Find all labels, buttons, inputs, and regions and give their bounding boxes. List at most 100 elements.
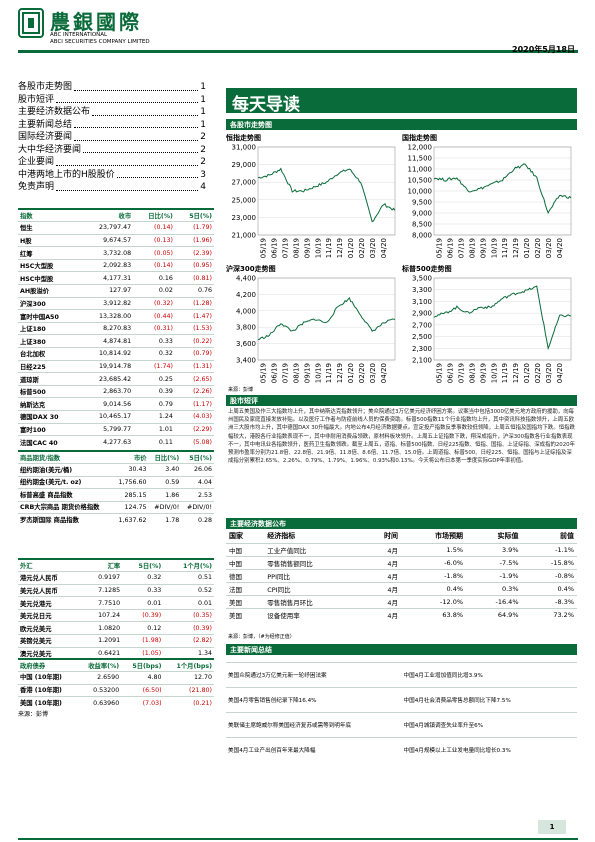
header-cell: 政府债券 [18,658,77,672]
toc-leader [56,157,199,166]
news-item[interactable]: 美国4月工业产出创百年来最大降幅 [226,737,402,763]
toc-item[interactable]: 国际经济要闻 2 [18,132,206,145]
x-tick-label: 06/19 [270,363,278,383]
table-cell: 26.06 [181,463,214,477]
table-cell: 107.24 [82,608,123,622]
table-cell: 285.15 [112,488,149,502]
table-cell: (2.82) [163,634,214,648]
table-cell: 4.80 [121,671,164,685]
table-cell: 0.4% [401,581,467,595]
table-cell: (1.28) [174,296,214,310]
y-tick-label: 21,000 [232,232,257,240]
table-cell: 法国 [226,581,265,595]
table-cell: -12.0% [401,594,467,608]
toc-item[interactable]: 股市短评 1 [18,95,206,107]
toc-item[interactable]: 中港两地上市的H股股价 3 [18,170,206,182]
header-cell: 指数 [18,208,81,222]
x-tick-label: 09/19 [303,363,311,383]
table-cell: 标普高盛 商品指数 [18,488,113,502]
table-cell: 0.11 [133,435,175,449]
table-cell: 127.97 [80,284,134,298]
news-item[interactable]: 中国4月城镇调查失业率升至6% [401,712,577,738]
table-row: 美元兑人民币 7.1285 0.33 0.52 [18,583,214,597]
toc-item[interactable]: 主要经济数据公布 1 [18,107,206,120]
table-cell: (0.31) [133,321,175,335]
toc-leader [116,170,199,178]
toc-leader [56,182,199,191]
table-cell: 0.33 [133,334,175,348]
series-line [257,167,396,223]
toc-item[interactable]: 大中华经济要闻 2 [18,145,206,157]
news-item[interactable]: 美联储主席鲍威尔称美国经济复苏或需等到明年底 [226,712,402,738]
section-econ-data: 主要经济数据公布 [226,518,577,529]
table-cell: 1,756.60 [112,475,149,489]
chart-title: 标普500走势图 [402,265,452,273]
news-item[interactable]: 中国4月规模以上工业发电量同比增长0.3% [401,737,577,763]
x-tick-label: 09/19 [303,238,311,258]
news-item[interactable]: 美国4月零售销售创纪录下降16.4% [226,687,402,713]
chart-title: 国指走势图 [402,134,437,142]
x-tick-label: 08/19 [468,238,476,258]
table-cell: (0.79) [174,347,214,361]
table-cell: 4,874.81 [80,334,134,348]
table-row: 德国 PPI同比 4月 -1.8% -1.9% -0.8% [226,568,577,582]
x-tick-label: 02/20 [358,238,366,258]
table-row: 富时100 5,799.77 1.01 (2.29) [18,422,214,436]
toc-page: 4 [200,182,206,192]
x-tick-label: 06/19 [446,238,454,258]
table-row: 中国 工业产值同比 4月 1.5% 3.9% -1.1% [226,542,577,556]
x-tick-label: 11/19 [501,363,509,383]
chart-source-note: 来源：彭博 [228,387,254,393]
table-cell: 0.01 [122,596,164,610]
plot-frame [257,146,396,236]
header-cell: 经济指标 [267,532,296,541]
news-row: 美联储主席鲍威尔称美国经济复苏或需等到明年底 中国4月城镇调查失业率升至6% [226,712,577,738]
table-cell: 欧元兑美元 [18,621,83,635]
y-tick-label: 2,700 [412,321,432,329]
table-cell: (5.08) [174,435,214,449]
table-row: 美元兑日元 107.24 (0.39) (0.35) [18,608,214,622]
company-logo: 農銀國際 ABC INTERNATIONAL ABCI SECURITIES C… [18,6,268,46]
table-cell: 0.33 [122,583,164,597]
table-row: 富时中国A50 13,328.00 (0.44) (1.47) [18,309,214,323]
table-row: 纳斯达克 9,014.56 0.79 (1.17) [18,397,214,411]
table-cell: (7.03) [121,696,164,710]
table-cell: (1.74) [133,359,175,373]
table-row: 标普高盛 商品指数 285.15 1.86 2.53 [18,488,214,502]
table-cell: 64.9% [466,607,522,621]
toc-item[interactable]: 主要新闻总结 1 [18,119,206,132]
table-cell: 0.9197 [82,571,123,585]
table-header: 外汇 汇率 5日(%) 1个月(%) [18,558,214,572]
news-item[interactable]: 美国众院通过3万亿美元新一轮纾困法案 [226,662,402,688]
series-line [433,285,572,351]
news-item[interactable]: 中国4月工业增加值同比增3.9% [401,662,577,688]
header-cell: 收市 [80,208,134,222]
table-cell: 美国 (10年期) [18,696,77,710]
table-cell: 124.75 [112,500,149,514]
table-cell: 9,674.57 [80,233,134,247]
news-item[interactable]: 中国4月社会消费品零售总额同比下降7.5% [401,687,577,713]
y-tick-label: 29,000 [232,161,257,169]
toc-leader [74,82,199,91]
table-cell: H股 [18,233,81,247]
table-cell: 工业产值同比 [264,542,363,556]
table-row: 纽约期金(美元/t. oz) 1,756.60 0.59 4.04 [18,475,214,489]
table-cell: 23,797.47 [80,221,134,235]
table-cell: (0.14) [133,221,175,235]
toc-item[interactable]: 免责声明 4 [18,182,206,195]
table-cell: CRB大宗商品 期货价格指数 [18,500,113,514]
x-tick-label: 12/19 [512,238,520,258]
table-row: 法国 CPI同比 4月 0.4% 0.3% 0.4% [226,581,577,595]
toc-item[interactable]: 企业要闻 2 [18,157,206,170]
table-cell: 1.2091 [82,634,123,648]
table-cell: 12.70 [163,671,214,685]
y-tick-label: 12,000 [408,144,433,152]
table-cell: 0.3% [466,581,522,595]
table-cell: 1.78 [148,513,182,527]
header-cell: 5日(bps) [121,658,164,672]
table-row: 红筹 3,732.08 (0.05) (2.39) [18,246,214,260]
toc-label: 主要新闻总结 [18,119,73,130]
table-cell: #DIV/0! [148,500,182,514]
table-cell: (0.81) [174,271,214,285]
toc-item[interactable]: 各股市走势图 1 [18,82,206,95]
